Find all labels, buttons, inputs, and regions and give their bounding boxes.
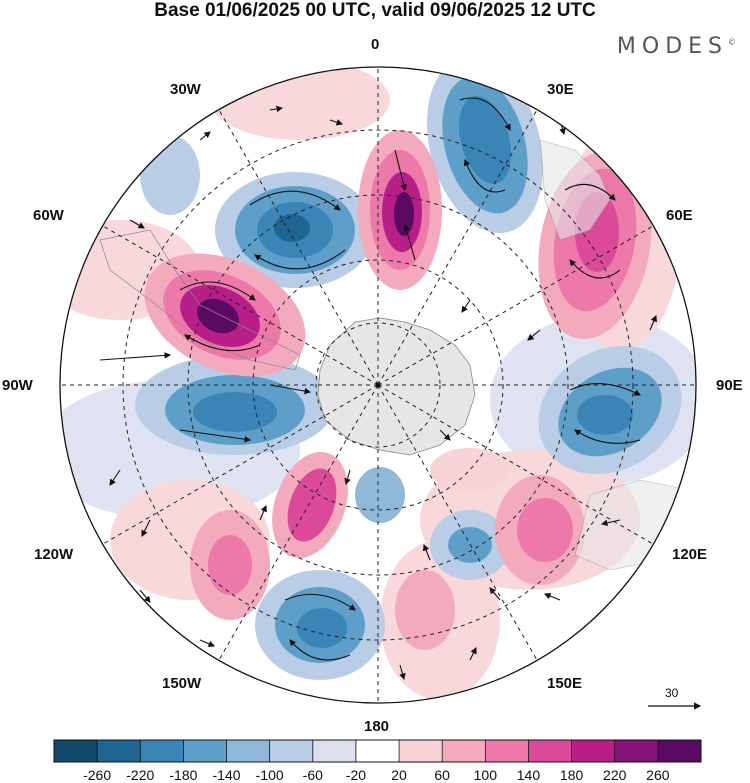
anomaly-field [60,67,696,703]
colorbar-swatch [614,740,659,762]
colorbar-tick-label: 140 [516,767,541,783]
colorbar-swatch [571,740,616,762]
colorbar-tick-label: 260 [646,767,670,783]
colorbar-tick-label: -260 [83,767,112,783]
colorbar-swatch [355,740,400,762]
colorbar-tick-label: 20 [391,767,407,783]
wind-vectors [99,97,657,681]
lon-label-90e: 90E [716,377,743,394]
colorbar-swatch [399,740,443,762]
colorbar-tick-label: -140 [212,767,241,783]
colorbar-swatch [485,740,529,762]
brand-mark: © [728,37,736,47]
lon-label-30e: 30E [547,81,574,98]
colorbar-tick-label: 100 [473,767,498,783]
lon-label-0: 0 [371,36,380,53]
colorbar-swatch [269,740,314,762]
colorbar-tick-label: -220 [126,767,155,783]
colorbar-swatch [657,740,702,762]
map-boundary [59,66,697,704]
colorbar-tick-label: 220 [603,767,627,783]
lon-label-120e: 120E [672,546,708,563]
brand-text: MODES [616,34,728,59]
colorbar-swatch [54,740,98,762]
colorbar-swatch [183,740,228,762]
graticule [60,67,696,703]
colorbar-swatch [312,740,357,762]
colorbar-swatch [97,740,141,762]
colorbar-tick-label: -180 [169,767,198,783]
colorbar-tick-label: -100 [255,767,284,783]
colorbar-tick-label: -20 [345,767,367,783]
lon-label-90w: 90W [2,377,33,394]
colorbar-swatch [140,740,184,762]
colorbar-swatch [226,740,271,762]
lon-label-120w: 120W [34,546,74,563]
colorbar-tick-label: 180 [559,767,584,783]
lon-label-180: 180 [364,718,390,735]
map-title: Base 01/06/2025 00 UTC, valid 09/06/2025… [154,0,596,21]
lon-label-150w: 150W [162,675,202,692]
negative-anomaly-cells [135,67,682,680]
colorbar-tick-label: 60 [434,767,450,783]
lon-label-60w: 60W [33,207,64,224]
colorbar-tick-label: -60 [302,767,323,783]
brand-logo: MODES© [617,34,736,59]
colorbar-swatch [442,740,486,762]
lon-label-30w: 30W [170,81,201,98]
lon-label-150e: 150E [547,675,583,692]
south-pole-dot [375,382,381,388]
colorbar [53,739,702,763]
reference-vector-label: 30 [665,686,679,700]
lon-label-60e: 60E [666,207,693,224]
colorbar-swatch [528,740,573,762]
